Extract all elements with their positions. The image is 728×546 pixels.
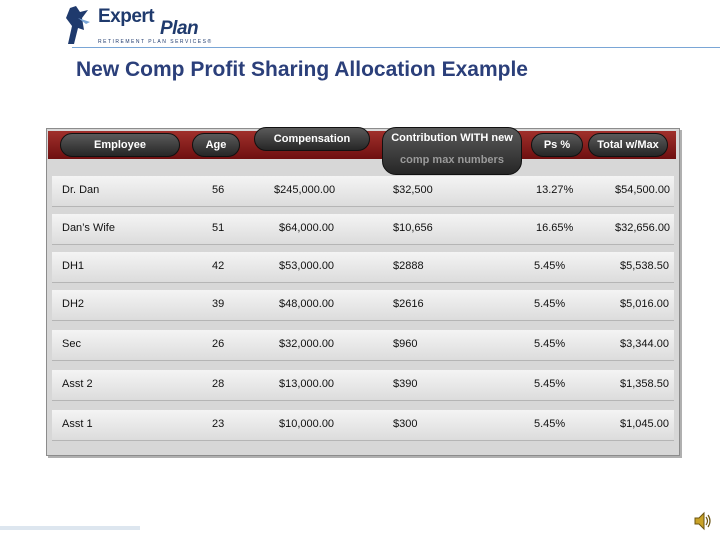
cell-total: $5,538.50 xyxy=(620,260,669,272)
table-row: Asst 1 23 $10,000.00 $300 5.45% $1,045.0… xyxy=(52,410,674,441)
cell-contribution: $2616 xyxy=(393,298,424,310)
logo-word-expert: Expert xyxy=(98,6,155,27)
cell-compensation: $10,000.00 xyxy=(279,418,335,430)
footer-strip xyxy=(0,526,140,530)
header-divider xyxy=(72,47,720,48)
cell-total: $32,656.00 xyxy=(615,222,671,234)
header-total: Total w/Max xyxy=(588,133,668,157)
cell-total: $3,344.00 xyxy=(620,338,669,350)
cell-age: 26 xyxy=(212,338,225,350)
cell-ps: 5.45% xyxy=(534,418,566,430)
cell-ps: 5.45% xyxy=(534,260,566,272)
cell-ps: 5.45% xyxy=(534,338,566,350)
header-contribution-line2: comp max numbers xyxy=(400,154,504,166)
cell-ps: 13.27% xyxy=(536,184,574,196)
header-compensation: Compensation xyxy=(254,127,370,151)
cell-employee: Dr. Dan xyxy=(62,184,100,196)
table-row: Asst 2 28 $13,000.00 $390 5.45% $1,358.5… xyxy=(52,370,674,401)
cell-compensation: $64,000.00 xyxy=(279,222,335,234)
cell-age: 51 xyxy=(212,222,225,234)
cell-contribution: $2888 xyxy=(393,260,424,272)
cell-compensation: $13,000.00 xyxy=(279,378,335,390)
cell-employee: DH1 xyxy=(62,260,85,272)
cell-total: $54,500.00 xyxy=(615,184,671,196)
cell-age: 39 xyxy=(212,298,225,310)
table-row: DH1 42 $53,000.00 $2888 5.45% $5,538.50 xyxy=(52,252,674,283)
cell-compensation: $48,000.00 xyxy=(279,298,335,310)
cell-ps: 5.45% xyxy=(534,378,566,390)
logo-word-plan: Plan xyxy=(160,18,199,39)
cell-contribution: $10,656 xyxy=(393,222,433,234)
header-employee: Employee xyxy=(60,133,180,157)
cell-total: $1,358.50 xyxy=(620,378,669,390)
cell-compensation: $53,000.00 xyxy=(279,260,335,272)
header-contribution-line1: Contribution WITH new xyxy=(391,132,513,144)
cell-contribution: $32,500 xyxy=(393,184,433,196)
table-row: Sec 26 $32,000.00 $960 5.45% $3,344.00 xyxy=(52,330,674,361)
logo-figure-icon xyxy=(66,6,90,44)
cell-age: 56 xyxy=(212,184,225,196)
table-row: DH2 39 $48,000.00 $2616 5.45% $5,016.00 xyxy=(52,290,674,321)
logo-tagline: RETIREMENT PLAN SERVICES® xyxy=(98,39,213,45)
cell-contribution: $300 xyxy=(393,418,418,430)
cell-compensation: $32,000.00 xyxy=(279,338,335,350)
cell-ps: 16.65% xyxy=(536,222,574,234)
cell-contribution: $960 xyxy=(393,338,418,350)
cell-employee: Dan’s Wife xyxy=(62,222,115,234)
cell-contribution: $390 xyxy=(393,378,418,390)
cell-employee: Sec xyxy=(62,338,81,350)
speaker-icon[interactable] xyxy=(693,510,713,532)
header-age: Age xyxy=(192,133,240,157)
table-row: Dr. Dan 56 $245,000.00 $32,500 13.27% $5… xyxy=(52,176,674,207)
slide-title: New Comp Profit Sharing Allocation Examp… xyxy=(76,58,528,81)
cell-total: $1,045.00 xyxy=(620,418,669,430)
cell-employee: DH2 xyxy=(62,298,85,310)
cell-age: 28 xyxy=(212,378,225,390)
cell-age: 42 xyxy=(212,260,225,272)
header-ps: Ps % xyxy=(531,133,583,157)
table-row: Dan’s Wife 51 $64,000.00 $10,656 16.65% … xyxy=(52,214,674,245)
expertplan-logo: Expert Plan RETIREMENT PLAN SERVICES® xyxy=(64,4,211,50)
cell-age: 23 xyxy=(212,418,225,430)
cell-compensation: $245,000.00 xyxy=(274,184,336,196)
cell-employee: Asst 1 xyxy=(62,418,93,430)
cell-ps: 5.45% xyxy=(534,298,566,310)
cell-employee: Asst 2 xyxy=(62,378,93,390)
header-contribution: Contribution WITH new comp max numbers xyxy=(382,127,522,175)
cell-total: $5,016.00 xyxy=(620,298,669,310)
